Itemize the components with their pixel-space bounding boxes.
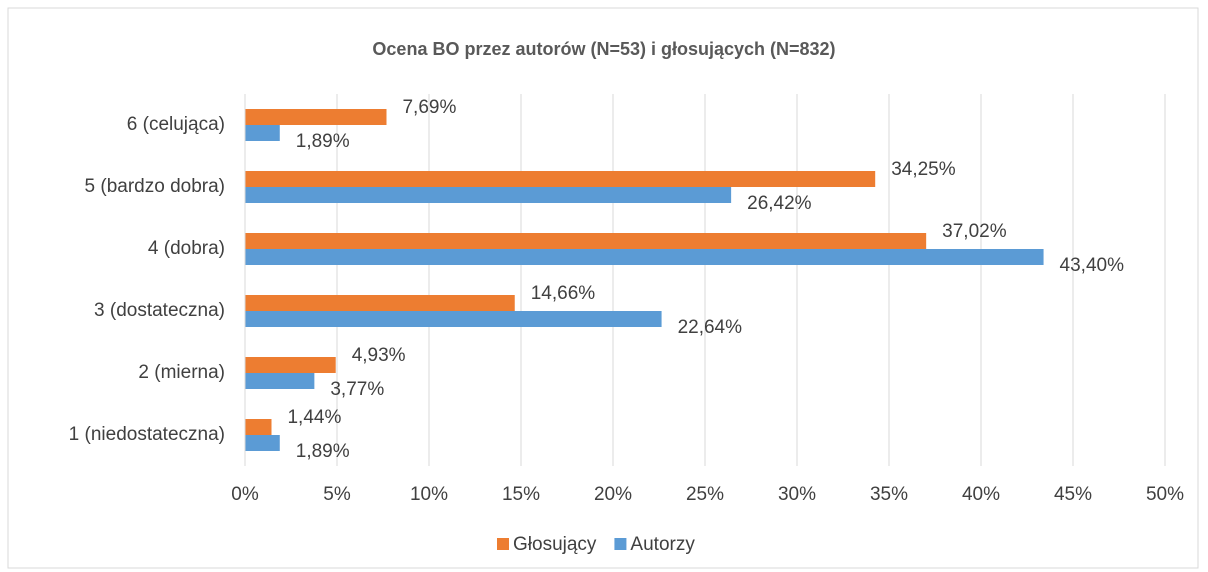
- bar: [245, 311, 662, 327]
- value-label: 43,40%: [1060, 255, 1125, 276]
- bar: [245, 357, 336, 373]
- x-tick-label: 15%: [502, 484, 540, 505]
- x-tick-label: 40%: [962, 484, 1000, 505]
- legend-label: Autorzy: [630, 534, 695, 555]
- legend-swatch: [614, 538, 627, 550]
- bar: [245, 435, 280, 451]
- y-tick-label: 5 (bardzo dobra): [85, 176, 225, 197]
- value-label: 37,02%: [942, 221, 1007, 242]
- bar: [245, 171, 876, 187]
- x-tick-label: 45%: [1054, 484, 1092, 505]
- y-tick-label: 1 (niedostateczna): [69, 424, 225, 445]
- bar: [245, 187, 732, 203]
- value-label: 26,42%: [747, 193, 812, 214]
- chart-title: Ocena BO przez autorów (N=53) i głosując…: [372, 39, 835, 59]
- bar: [245, 249, 1044, 265]
- x-tick-label: 35%: [870, 484, 908, 505]
- y-tick-label: 2 (mierna): [138, 362, 225, 383]
- bar: [245, 109, 387, 125]
- y-tick-label: 6 (celująca): [127, 114, 225, 135]
- chart-border: [7, 7, 1199, 569]
- legend-label: Głosujący: [513, 534, 597, 555]
- x-tick-label: 25%: [686, 484, 724, 505]
- x-tick-label: 10%: [410, 484, 448, 505]
- bar: [245, 419, 272, 435]
- y-tick-label: 4 (dobra): [148, 238, 225, 259]
- x-tick-label: 0%: [231, 484, 259, 505]
- bar: [245, 125, 280, 141]
- x-tick-label: 50%: [1146, 484, 1184, 505]
- value-label: 14,66%: [531, 283, 596, 304]
- bar: [245, 233, 927, 249]
- bar: [245, 373, 315, 389]
- value-label: 1,89%: [296, 441, 350, 462]
- x-tick-label: 5%: [323, 484, 351, 505]
- legend-swatch: [497, 538, 509, 550]
- value-label: 1,89%: [296, 131, 350, 152]
- value-label: 7,69%: [402, 97, 456, 118]
- value-label: 1,44%: [287, 407, 341, 428]
- x-tick-label: 30%: [778, 484, 816, 505]
- x-tick-label: 20%: [594, 484, 632, 505]
- value-label: 34,25%: [891, 159, 956, 180]
- value-label: 3,77%: [330, 379, 384, 400]
- value-label: 4,93%: [352, 345, 406, 366]
- y-tick-label: 3 (dostateczna): [94, 300, 225, 321]
- value-label: 22,64%: [678, 317, 743, 338]
- bar: [245, 295, 515, 311]
